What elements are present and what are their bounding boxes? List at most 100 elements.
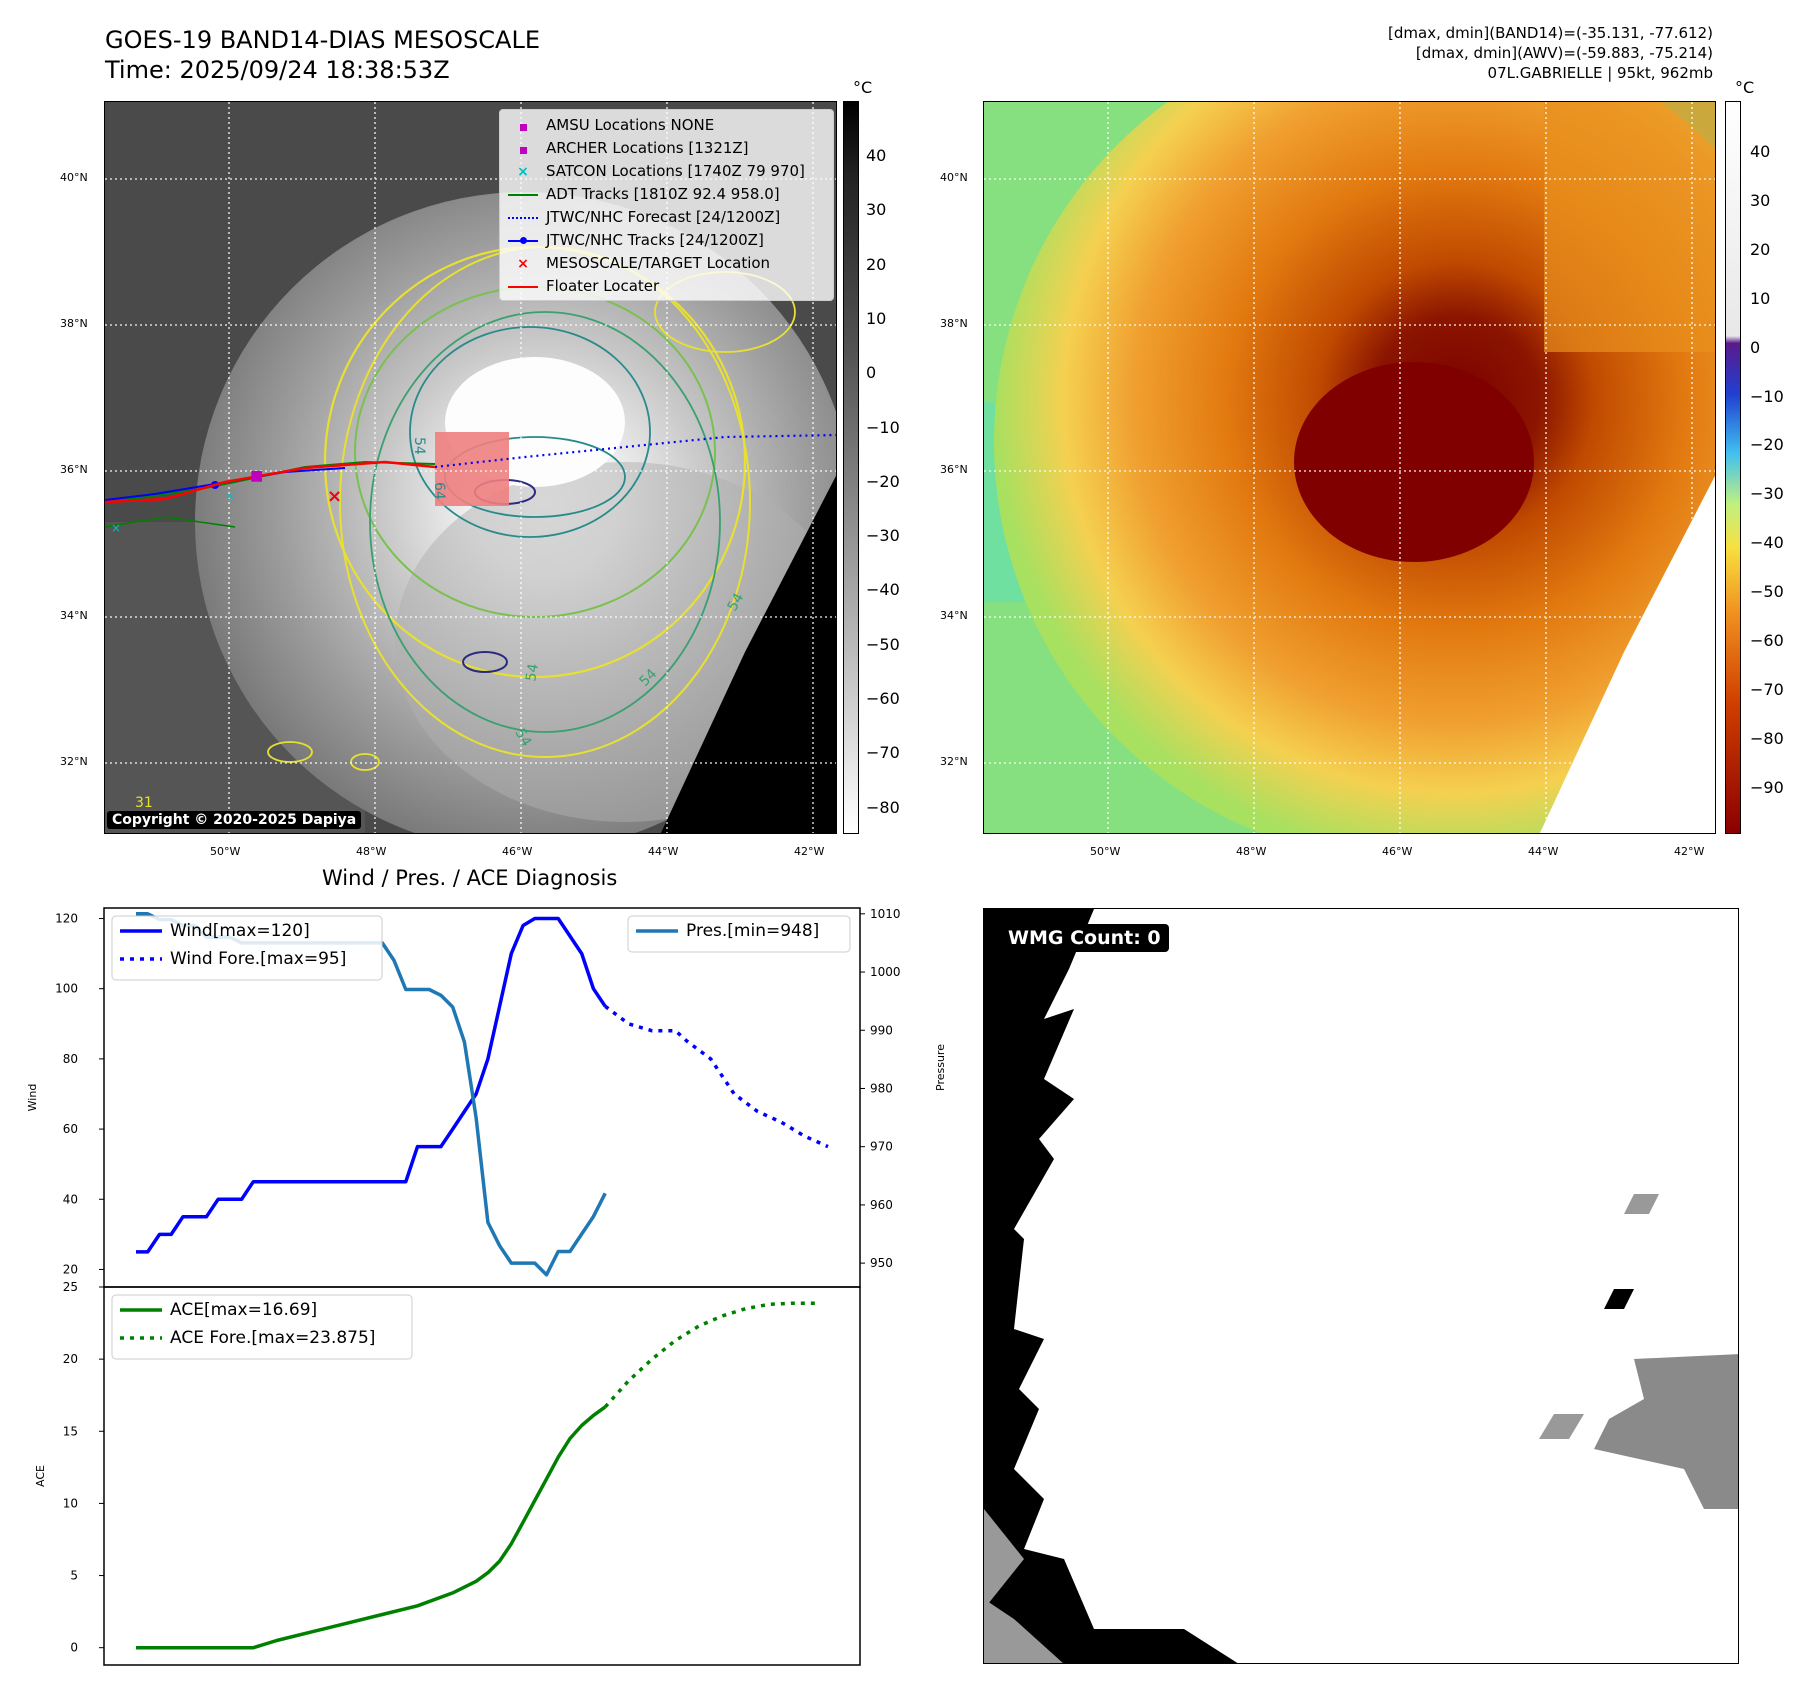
pressure-ytick-label: 1010 [870,907,901,921]
legend-item: ARCHER Locations [1321Z] [506,138,826,158]
pressure-ytick-label: 960 [870,1198,893,1212]
ace-ytick-label: 15 [63,1424,78,1438]
wind-ytick-label: 40 [63,1192,78,1206]
colorbar-right-tick: −60 [1750,631,1784,650]
colorbar-right-tick: −40 [1750,533,1784,553]
colorbar-right-tick: −90 [1750,777,1784,797]
svg-text:■: ■ [250,468,263,484]
colorbar-left-tick: −60 [866,689,900,708]
contour-label: 54 [411,437,427,455]
ace-ytick-label: 20 [63,1352,78,1366]
series-line-1 [604,1004,829,1149]
lat-label: 32°N [940,755,968,768]
series-line-3 [136,1405,607,1650]
ace-ytick-label: 0 [70,1641,78,1655]
colorbar-left-tick: 20 [866,254,887,274]
colorbar-left-tick: −80 [866,797,900,817]
colorbar-left-tick: 30 [866,200,887,220]
legend-label: Floater Locater [546,277,660,295]
legend-symbol [506,277,540,297]
contour-label: 54 [523,662,542,682]
lon-label: 50°W [210,845,241,858]
lat-label: 40°N [940,171,968,184]
colorbar-left-tick: −10 [866,417,900,437]
lat-label: 36°N [60,463,88,476]
colorbar-left-tick: −40 [866,580,900,600]
legend-item: × SATCON Locations [1740Z 79 970] [506,161,826,181]
info-line3: 07L.GABRIELLE | 95kt, 962mb [1487,64,1713,82]
colorbar-right [1725,101,1741,834]
legend-symbol: × [517,164,529,180]
lon-label: 42°W [794,845,825,858]
legend-item: JTWC/NHC Tracks [24/1200Z] [506,230,826,250]
wind-ytick-label: 80 [63,1052,78,1066]
ace-plot-frame [103,1286,861,1666]
colorbar-left-tick: −30 [866,526,900,546]
map-legend: AMSU Locations NONE ARCHER Locations [132… [499,109,834,301]
colorbar-left-tick: 10 [866,308,887,328]
pressure-ytick-label: 980 [870,1081,893,1095]
colorbar-right-tick: −30 [1750,484,1784,504]
legend-label: ADT Tracks [1810Z 92.4 958.0] [546,185,780,203]
legend-label: JTWC/NHC Forecast [24/1200Z] [546,208,781,226]
lat-label: 40°N [60,171,88,184]
figure-title-line2: Time: 2025/09/24 18:38:53Z [105,56,450,84]
ace-axis-label: ACE [34,1465,47,1487]
copyright-label: Copyright © 2020-2025 Dapiya [107,811,362,829]
pressure-ytick-label: 990 [870,1023,893,1037]
legend-item: AMSU Locations NONE [506,115,826,135]
lon-label: 46°W [502,845,533,858]
pressure-ytick-label: 970 [870,1140,893,1154]
pressure-ytick-label: 1000 [870,965,901,979]
lon-label: 44°W [1528,845,1559,858]
chart-legend-label: ACE[max=16.69] [170,1300,317,1320]
figure-title-line1: GOES-19 BAND14-DIAS MESOSCALE [105,26,541,54]
wind-ytick-label: 60 [63,1122,78,1136]
lat-label: 34°N [940,609,968,622]
ir-grayscale-map: × ■ × × 54 64 54 54 54 54 31 AMSU Locati… [104,101,837,834]
colorbar-left-tick: 40 [866,146,887,165]
lat-label: 36°N [940,463,968,476]
legend-item: Floater Locater [506,276,826,296]
colorbar-right-tick: −80 [1750,728,1784,748]
contour-label: 64 [431,482,447,500]
lon-label: 48°W [356,845,387,858]
colorbar-left-tick: −50 [866,634,900,654]
wind-ytick-label: 100 [55,982,78,996]
ace-ytick-label: 5 [70,1569,78,1583]
lon-label: 42°W [1674,845,1705,858]
wind-ytick-label: 20 [63,1262,78,1276]
colorbar-left-tick: −70 [866,743,900,763]
legend-item: ADT Tracks [1810Z 92.4 958.0] [506,184,826,204]
colorbar-left [843,101,859,834]
wmg-count-badge: WMG Count: 0 [1000,924,1169,952]
info-line1: [dmax, dmin](BAND14)=(-35.131, -77.612) [1388,24,1713,42]
legend-label: AMSU Locations NONE [546,116,715,134]
legend-label: JTWC/NHC Tracks [24/1200Z] [546,231,764,249]
colorbar-right-tick: 30 [1750,190,1771,210]
colorbar-right-tick: −70 [1750,679,1784,699]
legend-symbol: × [517,256,529,272]
pressure-axis-label: Pressure [934,1044,947,1091]
ace-ytick-label: 25 [63,1280,78,1294]
svg-text:×: × [327,486,342,507]
legend-label: SATCON Locations [1740Z 79 970] [546,162,805,180]
wind-axis-label: Wind [26,1084,39,1112]
legend-item: × MESOSCALE/TARGET Location [506,253,826,273]
colorbar-left-tick: −20 [866,471,900,491]
legend-item: JTWC/NHC Forecast [24/1200Z] [506,207,826,227]
chart-legend-label: Pres.[min=948] [686,921,819,941]
colorbar-right-tick: 20 [1750,239,1771,259]
svg-text:×: × [225,489,235,503]
svg-text:×: × [111,521,121,535]
contour-label: 54 [512,726,535,750]
contour-label: 31 [135,795,153,811]
diagnosis-chart: 20 40 60 80 100 120 950 960 970 980 990 1000 1010 0 5 1… [26,907,947,1666]
legend-label: MESOSCALE/TARGET Location [546,254,771,272]
colorbar-right-unit: °C [1735,78,1755,97]
lat-label: 34°N [60,609,88,622]
lon-label: 46°W [1382,845,1413,858]
series-line-4 [603,1301,817,1409]
chart-legend-box [111,1294,413,1360]
legend-symbol [506,116,540,136]
